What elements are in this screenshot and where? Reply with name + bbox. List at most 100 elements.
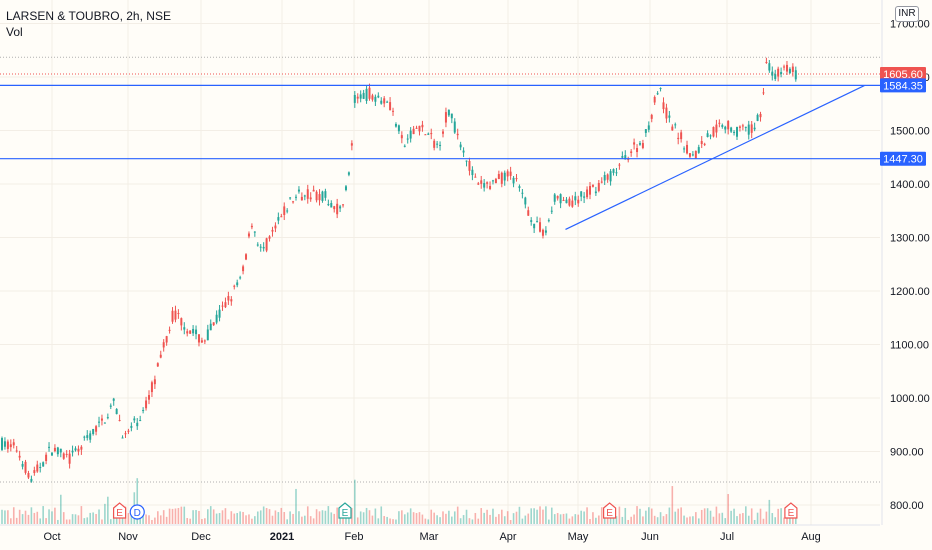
volume-bar [4,510,6,524]
candle-body [265,238,268,251]
x-tick-label: Apr [499,531,516,543]
candle-body [512,177,515,184]
volume-bar [730,510,732,524]
volume-bar [315,509,318,524]
volume-bar [653,515,656,524]
price-tag: 1605.60 [880,67,926,82]
volume-bar [192,510,194,524]
candle-body [300,196,303,201]
candle-body [133,418,136,421]
volume-bar [721,512,724,524]
candle-body [171,310,174,322]
candle-body [195,329,198,335]
candle-body [286,210,289,212]
candle-body [62,453,65,459]
volume-bar [201,519,203,524]
candle-body [674,124,677,126]
volume-bar [483,512,485,524]
volume-bar [42,506,44,524]
volume-bar [395,519,397,524]
candle-body [389,102,392,111]
volume-bar [89,512,91,524]
volume-bar [636,506,638,524]
volume-bar [645,510,647,524]
candle-body [212,322,215,326]
currency-badge[interactable]: INR [895,6,919,22]
volume-bar [577,514,580,524]
volume-bar [621,516,624,524]
trendline [565,85,865,231]
earnings-marker[interactable]: E [338,502,352,519]
candle-body [644,129,647,133]
candle-body [621,156,624,158]
x-tick-label: Nov [118,531,138,543]
candle-body [406,138,409,140]
volume-bar [30,507,33,524]
volume-bar [462,515,465,524]
dividend-marker[interactable]: D [129,504,145,520]
volume-bar [304,515,306,524]
volume-bar [77,515,80,524]
candle-body [142,409,145,411]
candle-body [180,318,183,326]
candle-body [480,180,483,184]
volume-bar [627,519,630,524]
candle-body [312,189,315,192]
candle-body [189,330,192,334]
candle-body [536,221,539,223]
volume-bar [639,508,641,524]
candle-body [45,454,48,462]
candle-body [339,206,342,209]
volume-bar [374,508,377,524]
candle-body [397,125,400,132]
y-tick-label: 1400.00 [890,179,930,191]
volume-bar [336,507,338,524]
candle-body [377,95,380,98]
candle-body [186,331,189,334]
candle-body [515,178,518,180]
volume-bar [783,517,785,524]
volume-bar [436,515,438,524]
volume-bar [630,516,632,524]
volume-bar [301,516,303,524]
candle-body [174,310,177,320]
volume-bar [154,517,156,524]
volume-bar [165,516,168,524]
candle-body [459,144,462,148]
price-tag-box [880,78,926,93]
volume-indicator-label[interactable]: Vol [6,25,23,39]
volume-bar [227,519,230,524]
candle-body [785,64,788,72]
candle-body [574,196,577,201]
candle-body [671,126,674,131]
volume-bar [86,517,89,524]
candle-body [233,285,236,287]
volume-bar [377,518,380,524]
volume-bar [515,511,518,524]
candle-body [559,194,562,204]
volume-bar [774,517,777,524]
candle-body [738,126,741,128]
candle-body [691,154,694,156]
earnings-marker[interactable]: E [784,502,798,519]
y-tick-label: 900.00 [890,447,924,459]
volume-bar [398,511,400,524]
candle-body [239,277,242,279]
volume-bar [168,508,171,524]
earnings-marker[interactable]: E [113,502,127,519]
candle-body [24,461,27,473]
volume-bar [356,517,359,524]
candle-body [103,422,106,424]
volume-bar [530,508,532,524]
candle-body [36,464,39,472]
candle-body [59,448,62,453]
volume-bar [533,508,535,524]
candle-body [168,329,171,331]
candle-body [774,74,777,80]
earnings-marker[interactable]: E [603,502,617,519]
candle-body [424,134,427,136]
volume-bar [298,511,300,524]
earnings-badge [784,502,798,519]
volume-bar [480,508,483,524]
